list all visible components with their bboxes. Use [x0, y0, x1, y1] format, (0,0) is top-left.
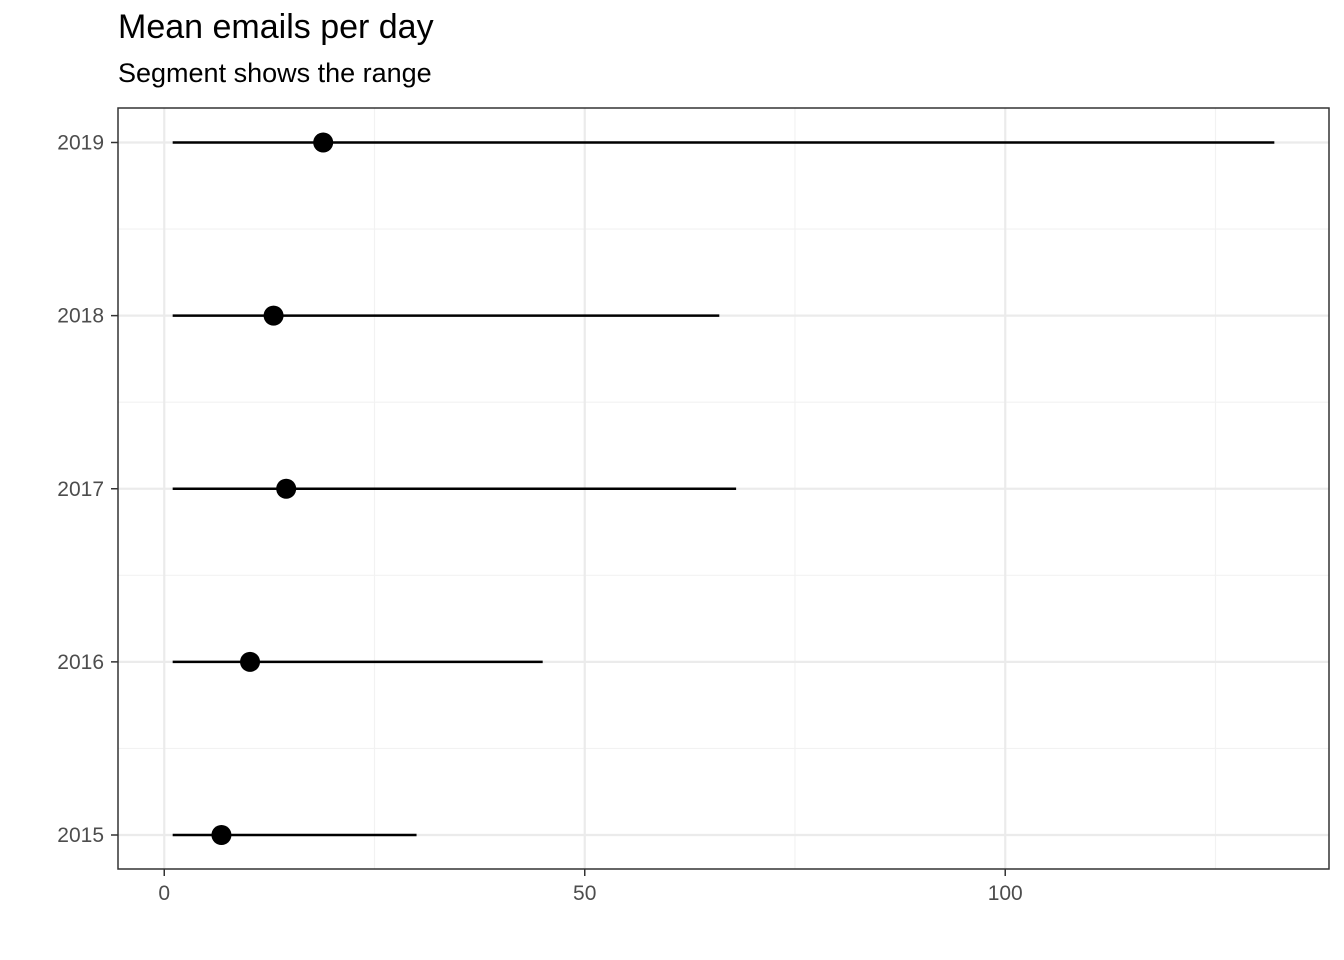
mean-point-2017 — [276, 478, 297, 499]
y-tick-label-2019: 2019 — [57, 132, 104, 155]
axes: 2015 2016 2017 2018 2019 0 50 100 — [57, 132, 1022, 906]
mean-point-2019 — [313, 132, 334, 153]
y-tick-label-2018: 2018 — [57, 305, 104, 328]
y-tick-label-2016: 2016 — [57, 651, 104, 674]
chart-subtitle: Segment shows the range — [118, 58, 432, 88]
mean-point-2018 — [263, 305, 284, 326]
chart-marks — [172, 132, 1275, 845]
y-tick-label-2017: 2017 — [57, 478, 104, 501]
x-tick-label-50: 50 — [573, 882, 596, 905]
x-tick-label-100: 100 — [988, 882, 1023, 905]
x-tick-label-0: 0 — [158, 882, 170, 905]
y-tick-label-2015: 2015 — [57, 824, 104, 847]
mean-point-2015 — [211, 825, 232, 845]
chart-title: Mean emails per day — [118, 8, 434, 46]
mean-point-2016 — [240, 651, 261, 672]
